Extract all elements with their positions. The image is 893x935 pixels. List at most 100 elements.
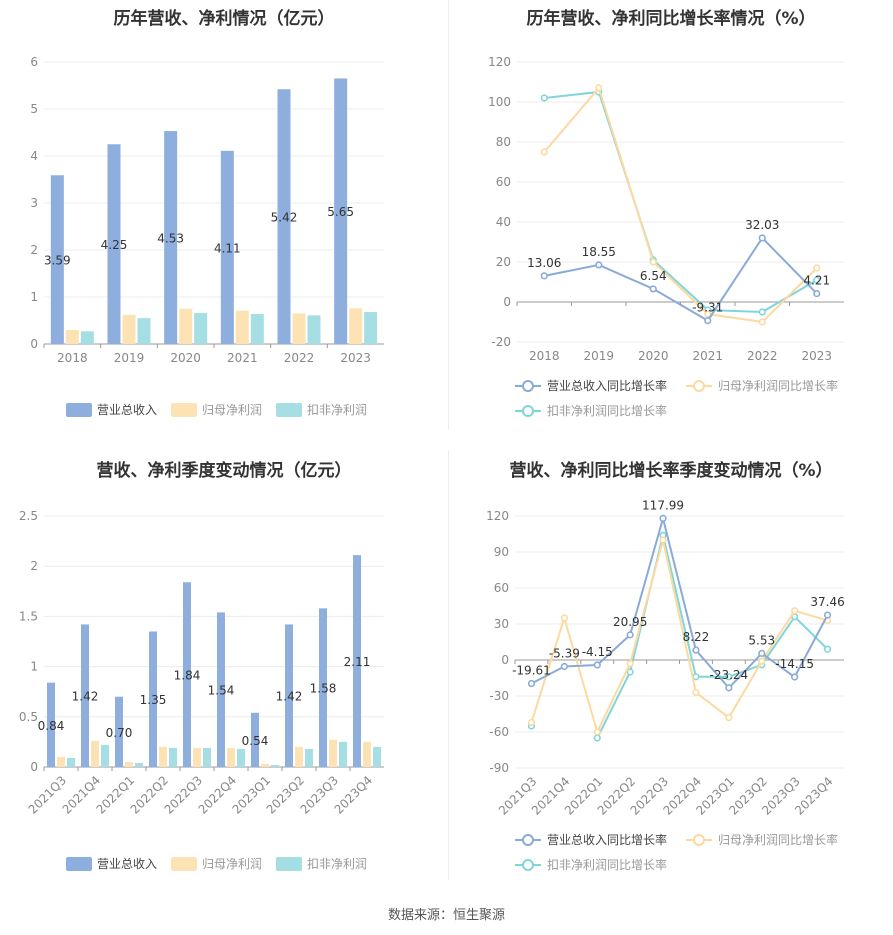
legend-marker xyxy=(522,834,534,846)
bar-net-profit xyxy=(159,746,167,767)
bar-deducted-profit xyxy=(271,764,279,767)
data-point xyxy=(595,84,603,92)
data-point xyxy=(704,317,712,325)
bar-net-profit xyxy=(349,308,363,344)
line-data-label: 6.54 xyxy=(640,269,667,283)
bar-net-profit xyxy=(193,747,201,767)
legend-marker xyxy=(522,859,534,871)
x-tick-label: 2018 xyxy=(529,349,560,363)
bar-data-label: 5.42 xyxy=(271,211,298,225)
bar-revenue xyxy=(149,631,157,767)
bar-revenue xyxy=(353,555,361,767)
data-point xyxy=(758,234,766,242)
quarterly-bar-chart: 00.511.522.52021Q32021Q42022Q12022Q22022… xyxy=(19,509,384,871)
data-point xyxy=(725,714,733,722)
data-point xyxy=(593,728,601,736)
legend-label: 扣非净利润 xyxy=(307,403,367,417)
bar-data-label: 0.54 xyxy=(242,734,269,748)
quarterly-growth-line-chart: -90-60-3003060901202021Q32021Q42022Q1202… xyxy=(486,498,845,872)
y-tick-label: -90 xyxy=(489,761,509,775)
data-point xyxy=(649,285,657,293)
annual-bar-chart: 0 1 2 3 4 5 6 2018 2019 2020 2021 2022 2023 3.59 4.25 4… xyxy=(30,55,384,417)
quarterly-growth-panel: 营收、净利同比增长率季度变动情况（%） -90 -60 -30 0 30 60 90 120 2… xyxy=(449,450,893,890)
y-tick-label: -20 xyxy=(491,335,511,349)
data-point xyxy=(758,318,766,326)
x-tick-label: 2020 xyxy=(638,349,669,363)
bar-data-label: 1.54 xyxy=(208,684,235,698)
legend-label: 扣非净利润同比增长率 xyxy=(547,857,667,872)
data-point xyxy=(626,631,634,639)
data-point xyxy=(626,668,634,676)
y-tick-label: 90 xyxy=(494,545,509,559)
legend-label: 营业总收入 xyxy=(97,857,157,871)
line-data-label: 37.46 xyxy=(810,595,844,609)
data-point xyxy=(813,264,821,272)
bar-data-label: 3.59 xyxy=(44,254,71,268)
data-point xyxy=(540,272,548,280)
y-tick-label: 0 xyxy=(501,653,509,667)
line-data-label: 13.06 xyxy=(527,256,561,270)
x-tick-label: 2021 xyxy=(692,349,723,363)
data-point xyxy=(540,148,548,156)
bar-revenue xyxy=(115,696,123,767)
series-line-net-profit-growth xyxy=(530,539,828,735)
x-tick-label: 2023Q4 xyxy=(332,773,376,817)
bar-net-profit xyxy=(57,756,65,767)
bar-deducted-profit xyxy=(339,741,347,767)
x-tick-label: 2018 xyxy=(57,351,88,365)
series-line-revenue-growth xyxy=(544,236,818,322)
data-point xyxy=(758,308,766,316)
line-data-label: -5.39 xyxy=(549,646,580,660)
legend-swatch xyxy=(171,403,197,417)
series-line-deducted-profit-growth xyxy=(544,90,818,314)
x-tick-label: 2021 xyxy=(227,351,258,365)
bar-deducted-profit xyxy=(203,747,211,767)
bar-deducted-profit xyxy=(237,748,245,767)
line-data-label: 32.03 xyxy=(745,218,779,232)
legend-label: 扣非净利润同比增长率 xyxy=(547,403,667,418)
data-point xyxy=(823,645,832,653)
bar-data-label: 4.11 xyxy=(214,241,241,255)
bar-data-label: 1.58 xyxy=(310,682,337,696)
data-point xyxy=(659,536,667,544)
line-data-label: -23.24 xyxy=(710,668,749,682)
annual-revenue-profit-panel: 历年营收、净利情况（亿元） 0 1 2 3 4 5 6 2018 2019 2020 2021 202… xyxy=(0,0,448,430)
x-tick-label: 2023 xyxy=(801,349,832,363)
y-tick-label: 60 xyxy=(496,175,511,189)
x-tick-label: 2023 xyxy=(340,351,371,365)
legend-marker xyxy=(522,380,534,392)
y-tick-label: 60 xyxy=(494,581,509,595)
y-tick-label: -30 xyxy=(489,689,509,703)
y-tick-label: 1.5 xyxy=(19,609,38,623)
x-tick-label: 2019 xyxy=(114,351,145,365)
bar-deducted-profit xyxy=(101,744,109,767)
annual-growth-panel: 历年营收、净利同比增长率情况（%） -20 0 20 40 60 80 100 120 2018… xyxy=(449,0,893,430)
y-tick-label: 120 xyxy=(486,509,509,523)
data-point xyxy=(692,688,700,696)
panel-divider xyxy=(448,450,449,880)
y-tick-label: 0 xyxy=(30,760,38,774)
line-data-label: -4.15 xyxy=(582,645,613,659)
legend-label: 归母净利润 xyxy=(202,403,262,417)
line-data-label: 8.22 xyxy=(683,630,710,644)
bar-deducted-profit xyxy=(137,318,151,344)
bar-deducted-profit xyxy=(307,315,321,344)
bar-deducted-profit xyxy=(80,331,94,344)
bar-data-label: 4.25 xyxy=(101,238,128,252)
line-data-label: 117.99 xyxy=(642,498,684,512)
legend-marker xyxy=(693,380,705,392)
y-tick-label: 40 xyxy=(496,215,511,229)
panel-divider xyxy=(448,0,449,430)
y-tick-label: 20 xyxy=(496,255,511,269)
data-point xyxy=(560,614,568,622)
y-tick-label: 2 xyxy=(30,243,38,257)
bar-deducted-profit xyxy=(305,748,313,767)
data-point xyxy=(692,646,700,654)
bar-net-profit xyxy=(261,763,269,767)
bar-data-label: 0.84 xyxy=(38,719,65,733)
data-point xyxy=(649,258,657,266)
y-tick-label: 0 xyxy=(503,295,511,309)
bar-revenue xyxy=(334,78,348,344)
y-tick-label: 120 xyxy=(488,55,511,69)
legend-marker xyxy=(693,834,705,846)
